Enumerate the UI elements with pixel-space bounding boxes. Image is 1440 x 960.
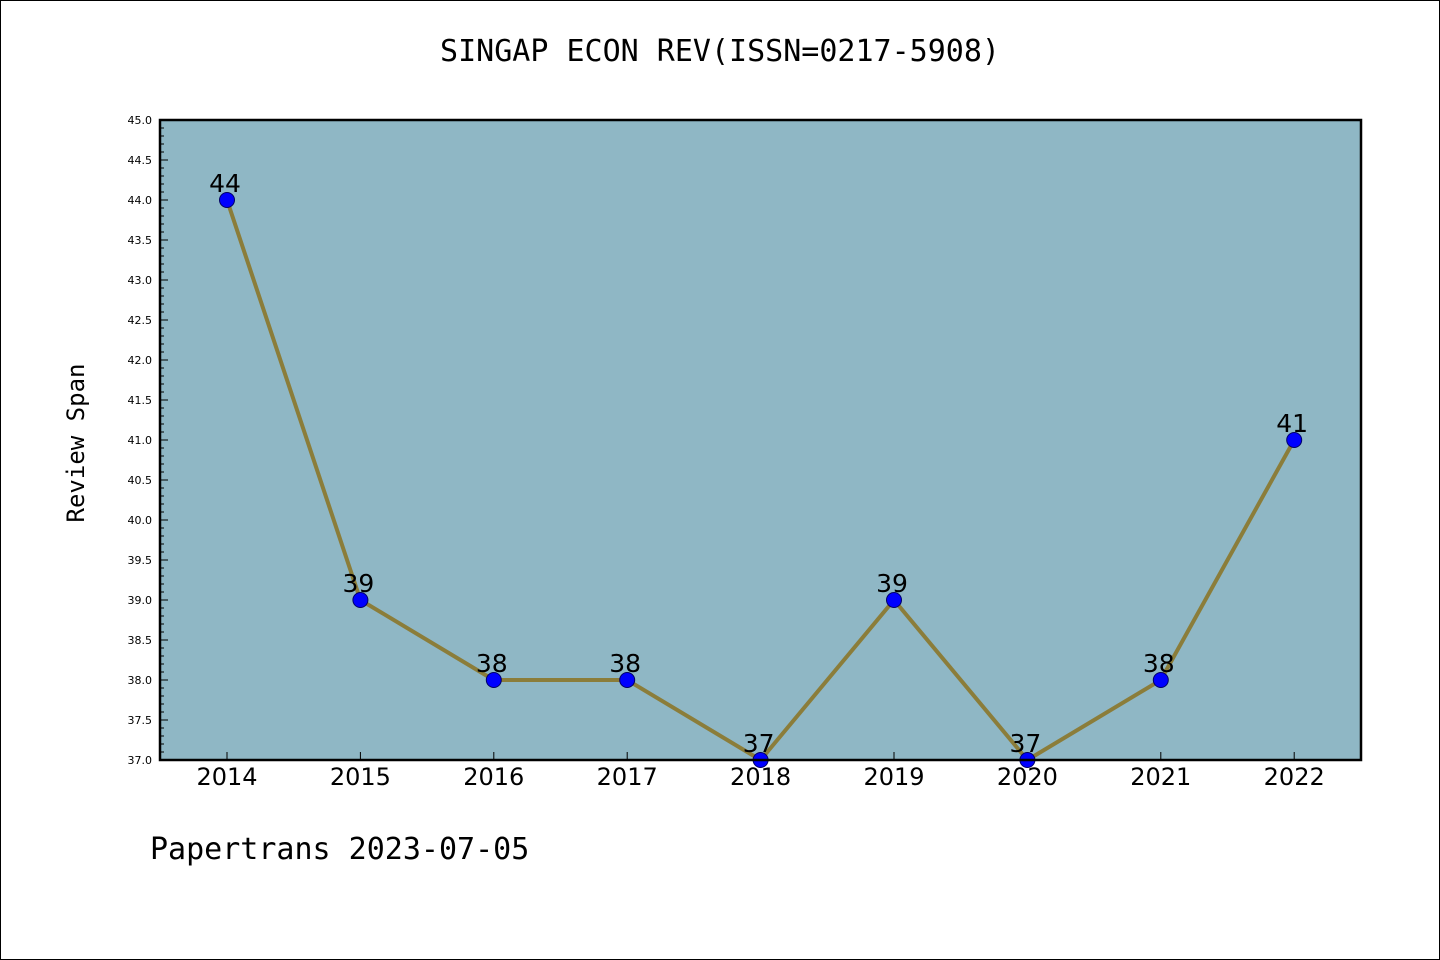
data-point bbox=[352, 592, 369, 608]
y-tick-label: 45.0 bbox=[128, 114, 153, 127]
y-tick-label: 40.0 bbox=[128, 514, 153, 527]
x-tick-label: 2019 bbox=[863, 763, 924, 791]
data-point bbox=[485, 672, 502, 688]
y-tick-label: 42.0 bbox=[128, 354, 153, 367]
y-axis: 37.0 37.5 38.0 38.5 39.0 39.5 40.0 40.5 41.0 41.5… bbox=[128, 114, 168, 767]
data-label: 38 bbox=[609, 649, 641, 678]
y-tick-label: 41.5 bbox=[128, 394, 153, 407]
chart-title: SINGAP ECON REV(ISSN=0217-5908) bbox=[440, 34, 1000, 69]
x-tick-label: 2021 bbox=[1130, 763, 1191, 791]
data-label: 44 bbox=[209, 169, 241, 198]
y-tick-label: 42.5 bbox=[128, 314, 153, 327]
y-tick-label: 38.0 bbox=[128, 674, 153, 687]
data-point bbox=[1286, 432, 1303, 448]
plot-border bbox=[158, 118, 1363, 762]
x-tick-label: 2022 bbox=[1264, 763, 1325, 791]
x-tick-label: 2017 bbox=[597, 763, 658, 791]
y-tick-label: 44.5 bbox=[128, 154, 153, 167]
data-label: 38 bbox=[476, 649, 508, 678]
data-label: 41 bbox=[1276, 409, 1308, 438]
x-tick-label: 2015 bbox=[330, 763, 391, 791]
data-label: 37 bbox=[743, 729, 775, 758]
y-tick-label: 37.0 bbox=[128, 754, 153, 767]
x-tick-label: 2014 bbox=[196, 763, 257, 791]
data-point bbox=[886, 592, 902, 608]
x-axis: 2014 2015 2016 2017 2018 2019 2020 2021 2022 bbox=[196, 752, 1325, 791]
y-tick-label: 44.0 bbox=[128, 194, 153, 207]
data-point bbox=[219, 192, 235, 208]
footer-text: Papertrans 2023-07-05 bbox=[150, 832, 530, 867]
x-tick-label: 2016 bbox=[463, 763, 524, 791]
data-label: 39 bbox=[342, 569, 374, 598]
data-label: 37 bbox=[1009, 729, 1041, 758]
y-tick-label: 39.5 bbox=[128, 554, 153, 567]
y-tick-label: 37.5 bbox=[128, 714, 153, 727]
y-tick-label: 43.0 bbox=[128, 274, 153, 287]
data-label: 39 bbox=[876, 569, 908, 598]
y-tick-label: 43.5 bbox=[128, 234, 153, 247]
plot-area bbox=[160, 120, 1361, 760]
data-label: 38 bbox=[1143, 649, 1175, 678]
y-axis-label: Review Span bbox=[62, 364, 90, 523]
y-tick-label: 40.5 bbox=[128, 474, 153, 487]
data-point bbox=[619, 672, 636, 688]
y-tick-label: 38.5 bbox=[128, 634, 153, 647]
data-point bbox=[1152, 672, 1169, 688]
y-tick-label: 39.0 bbox=[128, 594, 153, 607]
y-tick-label: 41.0 bbox=[128, 434, 153, 447]
